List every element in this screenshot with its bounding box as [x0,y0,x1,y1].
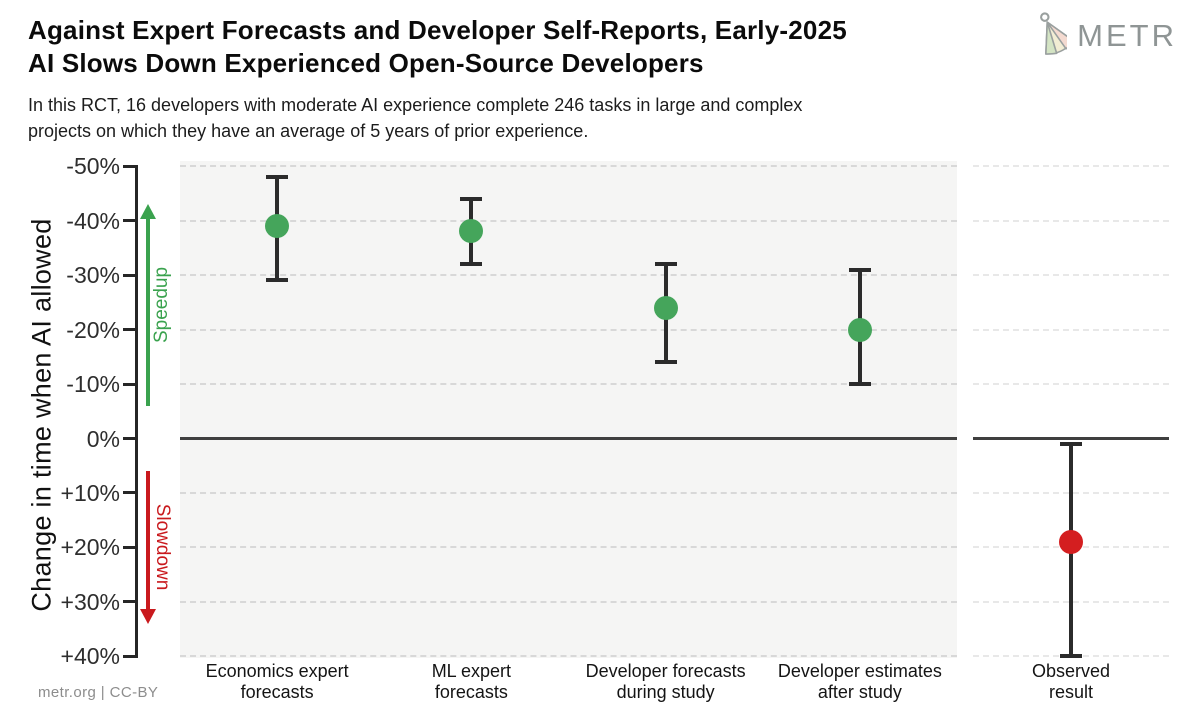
y-tick-mark [123,545,136,549]
direction-label: Slowdown [152,504,173,591]
direction-arrow-head [140,608,156,624]
y-axis-line [135,165,138,658]
category-label-line: during study [616,681,715,702]
gridline [973,274,1169,277]
attribution-text: metr.org | CC-BY [38,684,159,701]
error-bar-cap-top [654,262,677,267]
error-bar-cap-bottom [1060,654,1082,659]
y-tick-mark [123,600,136,604]
category-label-line: result [1048,681,1093,702]
direction-arrow-line [146,471,150,612]
y-tick-mark [123,219,136,223]
category-label-line: Developer estimates [777,661,942,681]
y-tick-label: -40% [66,207,120,234]
y-tick-label: -20% [66,316,120,343]
metr-logo: METR [1019,10,1177,62]
y-tick-mark [123,491,136,495]
y-tick-mark [123,328,136,332]
gridline [180,655,957,658]
direction-arrow-head [140,204,156,220]
y-tick-label: +20% [60,534,120,561]
gridline [180,274,957,277]
y-tick-label: -50% [66,153,120,180]
category-label-line: forecasts [434,681,508,702]
gridline [180,491,957,494]
gridline [973,165,1169,168]
y-tick-mark [123,654,136,658]
category-label: Developer forecasts during study [546,661,786,702]
gridline [180,165,957,168]
observed-panel [973,161,1169,659]
gridline [180,219,957,222]
category-label-line: Observed [1031,661,1111,681]
y-tick-mark [123,382,136,386]
data-point-marker [1059,530,1083,555]
gridline [973,383,1169,385]
y-tick-label: +40% [60,643,120,670]
y-tick-label: +10% [60,479,120,506]
gridline [180,383,957,385]
category-label-line: forecasts [240,681,314,702]
y-tick-mark [123,164,136,168]
error-bar-cap-top [266,174,289,179]
category-label: ML expert forecasts [351,661,591,702]
subtitle-line-1: In this RCT, 16 developers with moderate… [28,95,803,115]
title-line-2: AI Slows Down Experienced Open-Source De… [28,48,704,78]
direction-label: Speedup [151,266,172,344]
category-label: Economics expert forecasts [157,661,397,702]
y-tick-mark [123,437,136,440]
zero-baseline [973,437,1169,440]
error-bar-cap-bottom [848,382,871,386]
forecast-panel [180,161,957,658]
gridline [180,546,957,549]
error-bar-cap-top [1060,441,1082,446]
subtitle-line-2: projects on which they have an average o… [28,121,589,141]
data-point-marker [459,219,484,244]
category-label-line: after study [817,681,902,702]
category-label: Developer estimates after study [740,661,980,702]
metr-funnel-icon [1040,12,1068,55]
title-line-1: Against Expert Forecasts and Developer S… [28,15,847,45]
gridline [180,600,957,603]
y-tick-label: 0% [86,425,120,452]
gridline [973,219,1169,222]
gridline [973,328,1169,331]
direction-arrow-line [146,216,150,406]
gridline [180,328,957,331]
chart-subtitle: In this RCT, 16 developers with moderate… [28,92,802,144]
error-bar-cap-bottom [266,278,289,283]
error-bar-cap-top [848,267,871,272]
metr-logo-text: METR [1077,18,1177,53]
error-bar-cap-bottom [460,262,483,267]
category-label: Observed result [951,661,1191,702]
y-tick-label: +30% [60,588,120,615]
y-tick-label: -10% [66,371,120,397]
data-point-marker [265,213,290,238]
error-bar-cap-top [460,196,483,201]
data-point-marker [653,295,678,320]
data-point-marker [847,317,872,342]
error-bar-cap-bottom [654,360,677,365]
page-title: Against Expert Forecasts and Developer S… [28,14,847,80]
y-tick-label: -30% [66,262,120,289]
y-tick-mark [123,273,136,277]
category-label-line: ML expert [431,661,512,681]
zero-baseline [180,437,957,440]
category-label-line: Economics expert [205,661,349,681]
category-label-line: Developer forecasts [585,661,746,681]
